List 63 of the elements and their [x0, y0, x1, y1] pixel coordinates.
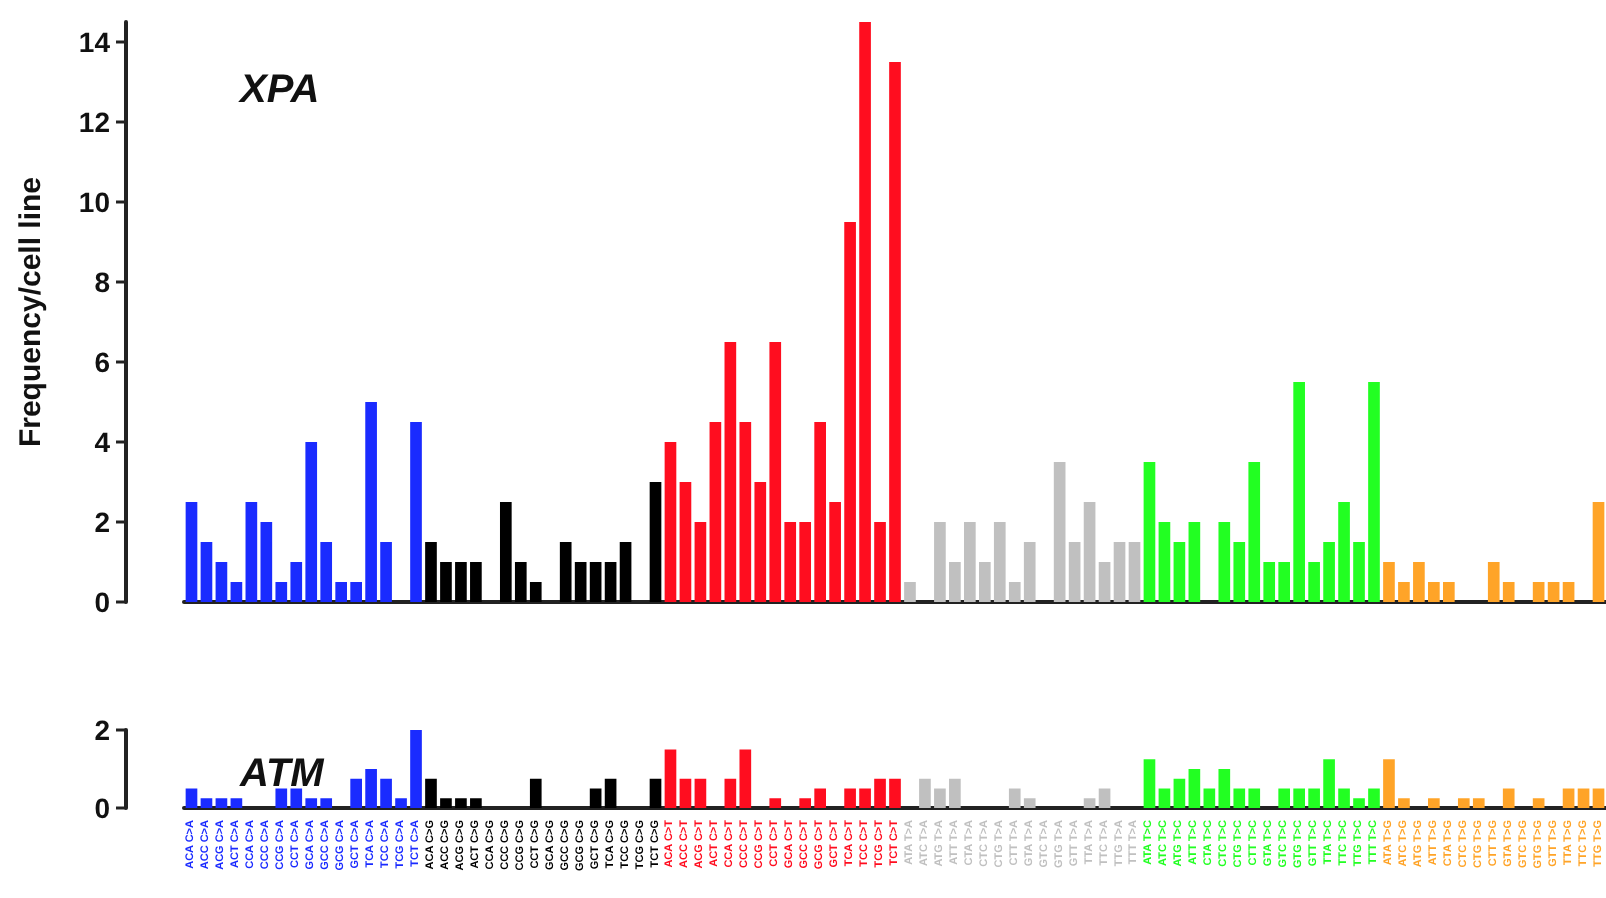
bar — [649, 482, 662, 602]
y-tick-label: 0 — [94, 792, 111, 824]
bar — [664, 749, 677, 808]
bar — [769, 798, 782, 808]
bar — [679, 778, 692, 808]
bar — [694, 522, 707, 602]
y-tick-label: 8 — [94, 266, 111, 298]
y-tick-label: 2 — [94, 714, 111, 746]
bar — [604, 778, 617, 808]
bar — [230, 582, 243, 602]
bar — [664, 442, 677, 602]
bar — [529, 778, 542, 808]
bar — [1098, 788, 1111, 808]
bar — [1592, 788, 1605, 808]
bar — [230, 798, 243, 808]
bar — [1502, 788, 1515, 808]
bar — [1143, 462, 1156, 602]
bar — [1547, 582, 1560, 602]
y-axis-title: Frequency/cell line — [14, 176, 48, 448]
bar — [1562, 582, 1575, 602]
bar — [1158, 522, 1171, 602]
bar — [1562, 788, 1575, 808]
bar — [1428, 798, 1440, 808]
bar — [649, 778, 662, 808]
bar — [1083, 798, 1096, 808]
bar — [215, 562, 228, 602]
bar — [589, 788, 602, 808]
bar — [1188, 522, 1201, 602]
bar — [679, 482, 692, 602]
y-tick-label: 2 — [94, 506, 111, 538]
bar — [1083, 502, 1096, 602]
bar — [1068, 542, 1081, 602]
bar — [215, 798, 228, 808]
bar — [1098, 562, 1111, 602]
bar — [604, 562, 617, 602]
bar — [1143, 759, 1156, 808]
bar — [709, 422, 722, 602]
bar — [185, 502, 198, 602]
bar — [200, 798, 213, 808]
bar — [1128, 542, 1141, 602]
bar — [410, 422, 422, 602]
text: XPA — [238, 68, 320, 112]
bar — [1053, 462, 1066, 602]
bar — [1577, 788, 1590, 808]
y-tick-label: 12 — [78, 106, 111, 138]
bar — [1113, 542, 1126, 602]
bar — [619, 542, 632, 602]
bar — [1532, 798, 1545, 808]
bar — [694, 778, 707, 808]
bar — [904, 582, 916, 602]
y-tick-label: 14 — [78, 26, 111, 58]
y-tick-label: 0 — [94, 586, 111, 618]
bar — [1173, 778, 1186, 808]
bar — [1158, 788, 1171, 808]
bar — [200, 542, 213, 602]
bar — [1532, 582, 1545, 602]
bar — [1173, 542, 1186, 602]
text: ATM — [238, 752, 327, 796]
y-tick-label: 6 — [94, 346, 111, 378]
bar — [185, 788, 198, 808]
y-tick-label: 10 — [78, 186, 111, 218]
bar — [1592, 502, 1605, 602]
y-tick-label: 4 — [94, 426, 111, 458]
